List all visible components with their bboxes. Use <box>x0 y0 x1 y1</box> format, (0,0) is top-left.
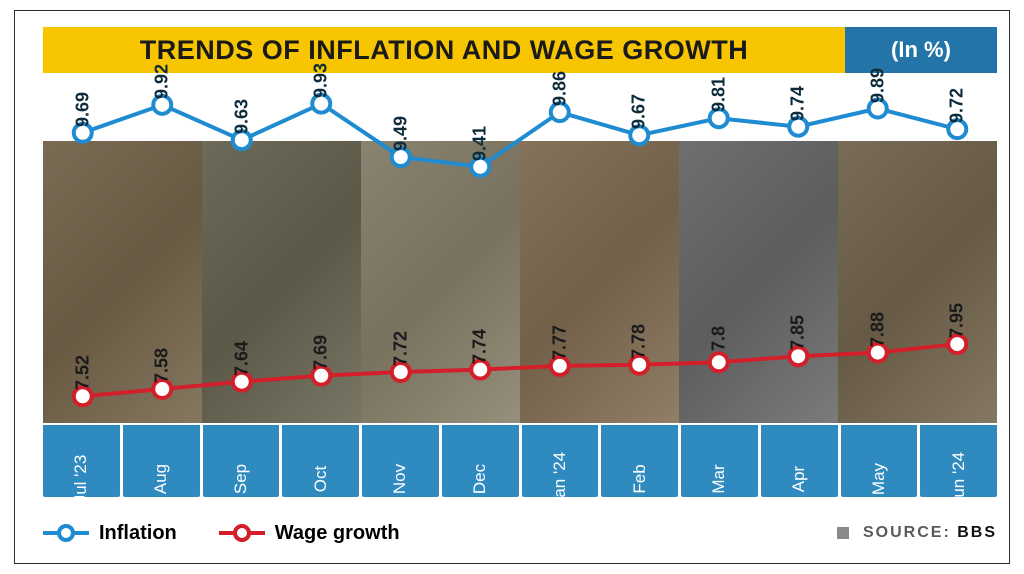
legend-label: Inflation <box>99 522 177 545</box>
x-axis-label: Jan '24 <box>550 452 570 506</box>
x-axis-label: Oct <box>311 466 331 492</box>
value-label-wage: 7.69 <box>311 335 332 370</box>
x-axis-tab: Aug <box>123 425 200 497</box>
x-axis-months: Jul '23 Aug Sep Oct Nov Dec Jan '24 Feb Mar Apr Ma… <box>43 425 997 497</box>
value-label-inflation: 9.92 <box>152 64 173 99</box>
x-axis-tab: Oct <box>282 425 359 497</box>
value-label-wage: 7.8 <box>708 326 729 351</box>
x-axis-tab: May <box>841 425 918 497</box>
value-label-wage: 7.72 <box>390 331 411 366</box>
x-axis-label: May <box>869 463 889 495</box>
x-axis-label: Aug <box>151 464 171 494</box>
value-label-wage: 7.85 <box>788 315 809 350</box>
x-axis-tab: Dec <box>442 425 519 497</box>
x-axis-label: Mar <box>709 464 729 493</box>
source-prefix: SOURCE: <box>863 524 951 542</box>
legend-marker <box>219 523 265 543</box>
value-label-wage: 7.52 <box>72 355 93 390</box>
x-axis-label: Sep <box>231 464 251 494</box>
chart-unit: (In %) <box>845 27 997 73</box>
value-label-inflation: 9.69 <box>72 92 93 127</box>
x-axis-label: Feb <box>630 464 650 493</box>
line-chart-svg <box>43 83 997 423</box>
source-bullet-icon <box>837 527 849 539</box>
x-axis-tab: Jan '24 <box>522 425 599 497</box>
value-label-inflation: 9.49 <box>390 116 411 151</box>
x-axis-label: Jun '24 <box>949 452 969 506</box>
value-label-inflation: 9.72 <box>947 88 968 123</box>
x-axis-tab: Nov <box>362 425 439 497</box>
value-label-wage: 7.78 <box>629 324 650 359</box>
x-axis-tab: Feb <box>601 425 678 497</box>
value-label-wage: 7.95 <box>947 303 968 338</box>
x-axis-tab: Apr <box>761 425 838 497</box>
chart-frame: TRENDS OF INFLATION AND WAGE GROWTH (In … <box>14 10 1010 564</box>
series-line-wage <box>83 344 958 396</box>
value-label-inflation: 9.93 <box>311 63 332 98</box>
legend-item: Inflation <box>43 522 177 545</box>
value-label-inflation: 9.67 <box>629 94 650 129</box>
x-axis-label: Apr <box>789 466 809 492</box>
value-label-wage: 7.77 <box>549 325 570 360</box>
legend-row: Inflation Wage growth SOURCE: BBS <box>43 513 997 553</box>
x-axis-tab: Jul '23 <box>43 425 120 497</box>
legend-item: Wage growth <box>219 522 400 545</box>
legend-label: Wage growth <box>275 522 400 545</box>
legend-marker <box>43 523 89 543</box>
series-line-inflation <box>83 104 958 167</box>
value-label-wage: 7.74 <box>470 329 491 364</box>
x-axis-tab: Mar <box>681 425 758 497</box>
series-point-wage <box>710 353 728 371</box>
x-axis-tab: Sep <box>203 425 280 497</box>
x-axis-label: Nov <box>390 464 410 494</box>
legend-items: Inflation Wage growth <box>43 522 442 545</box>
x-axis-label: Dec <box>470 464 490 494</box>
value-label-wage: 7.88 <box>867 312 888 347</box>
value-label-wage: 7.58 <box>152 348 173 383</box>
x-axis-label: Jul '23 <box>71 455 91 504</box>
value-label-inflation: 9.41 <box>470 126 491 161</box>
x-axis-tab: Jun '24 <box>920 425 997 497</box>
value-label-wage: 7.64 <box>231 341 252 376</box>
value-label-inflation: 9.86 <box>549 71 570 106</box>
source-attribution: SOURCE: BBS <box>837 524 997 542</box>
value-label-inflation: 9.89 <box>867 67 888 102</box>
header-bar: TRENDS OF INFLATION AND WAGE GROWTH (In … <box>43 27 997 73</box>
value-label-inflation: 9.63 <box>231 99 252 134</box>
source-name: BBS <box>957 524 997 542</box>
value-label-inflation: 9.74 <box>788 86 809 121</box>
value-label-inflation: 9.81 <box>708 77 729 112</box>
